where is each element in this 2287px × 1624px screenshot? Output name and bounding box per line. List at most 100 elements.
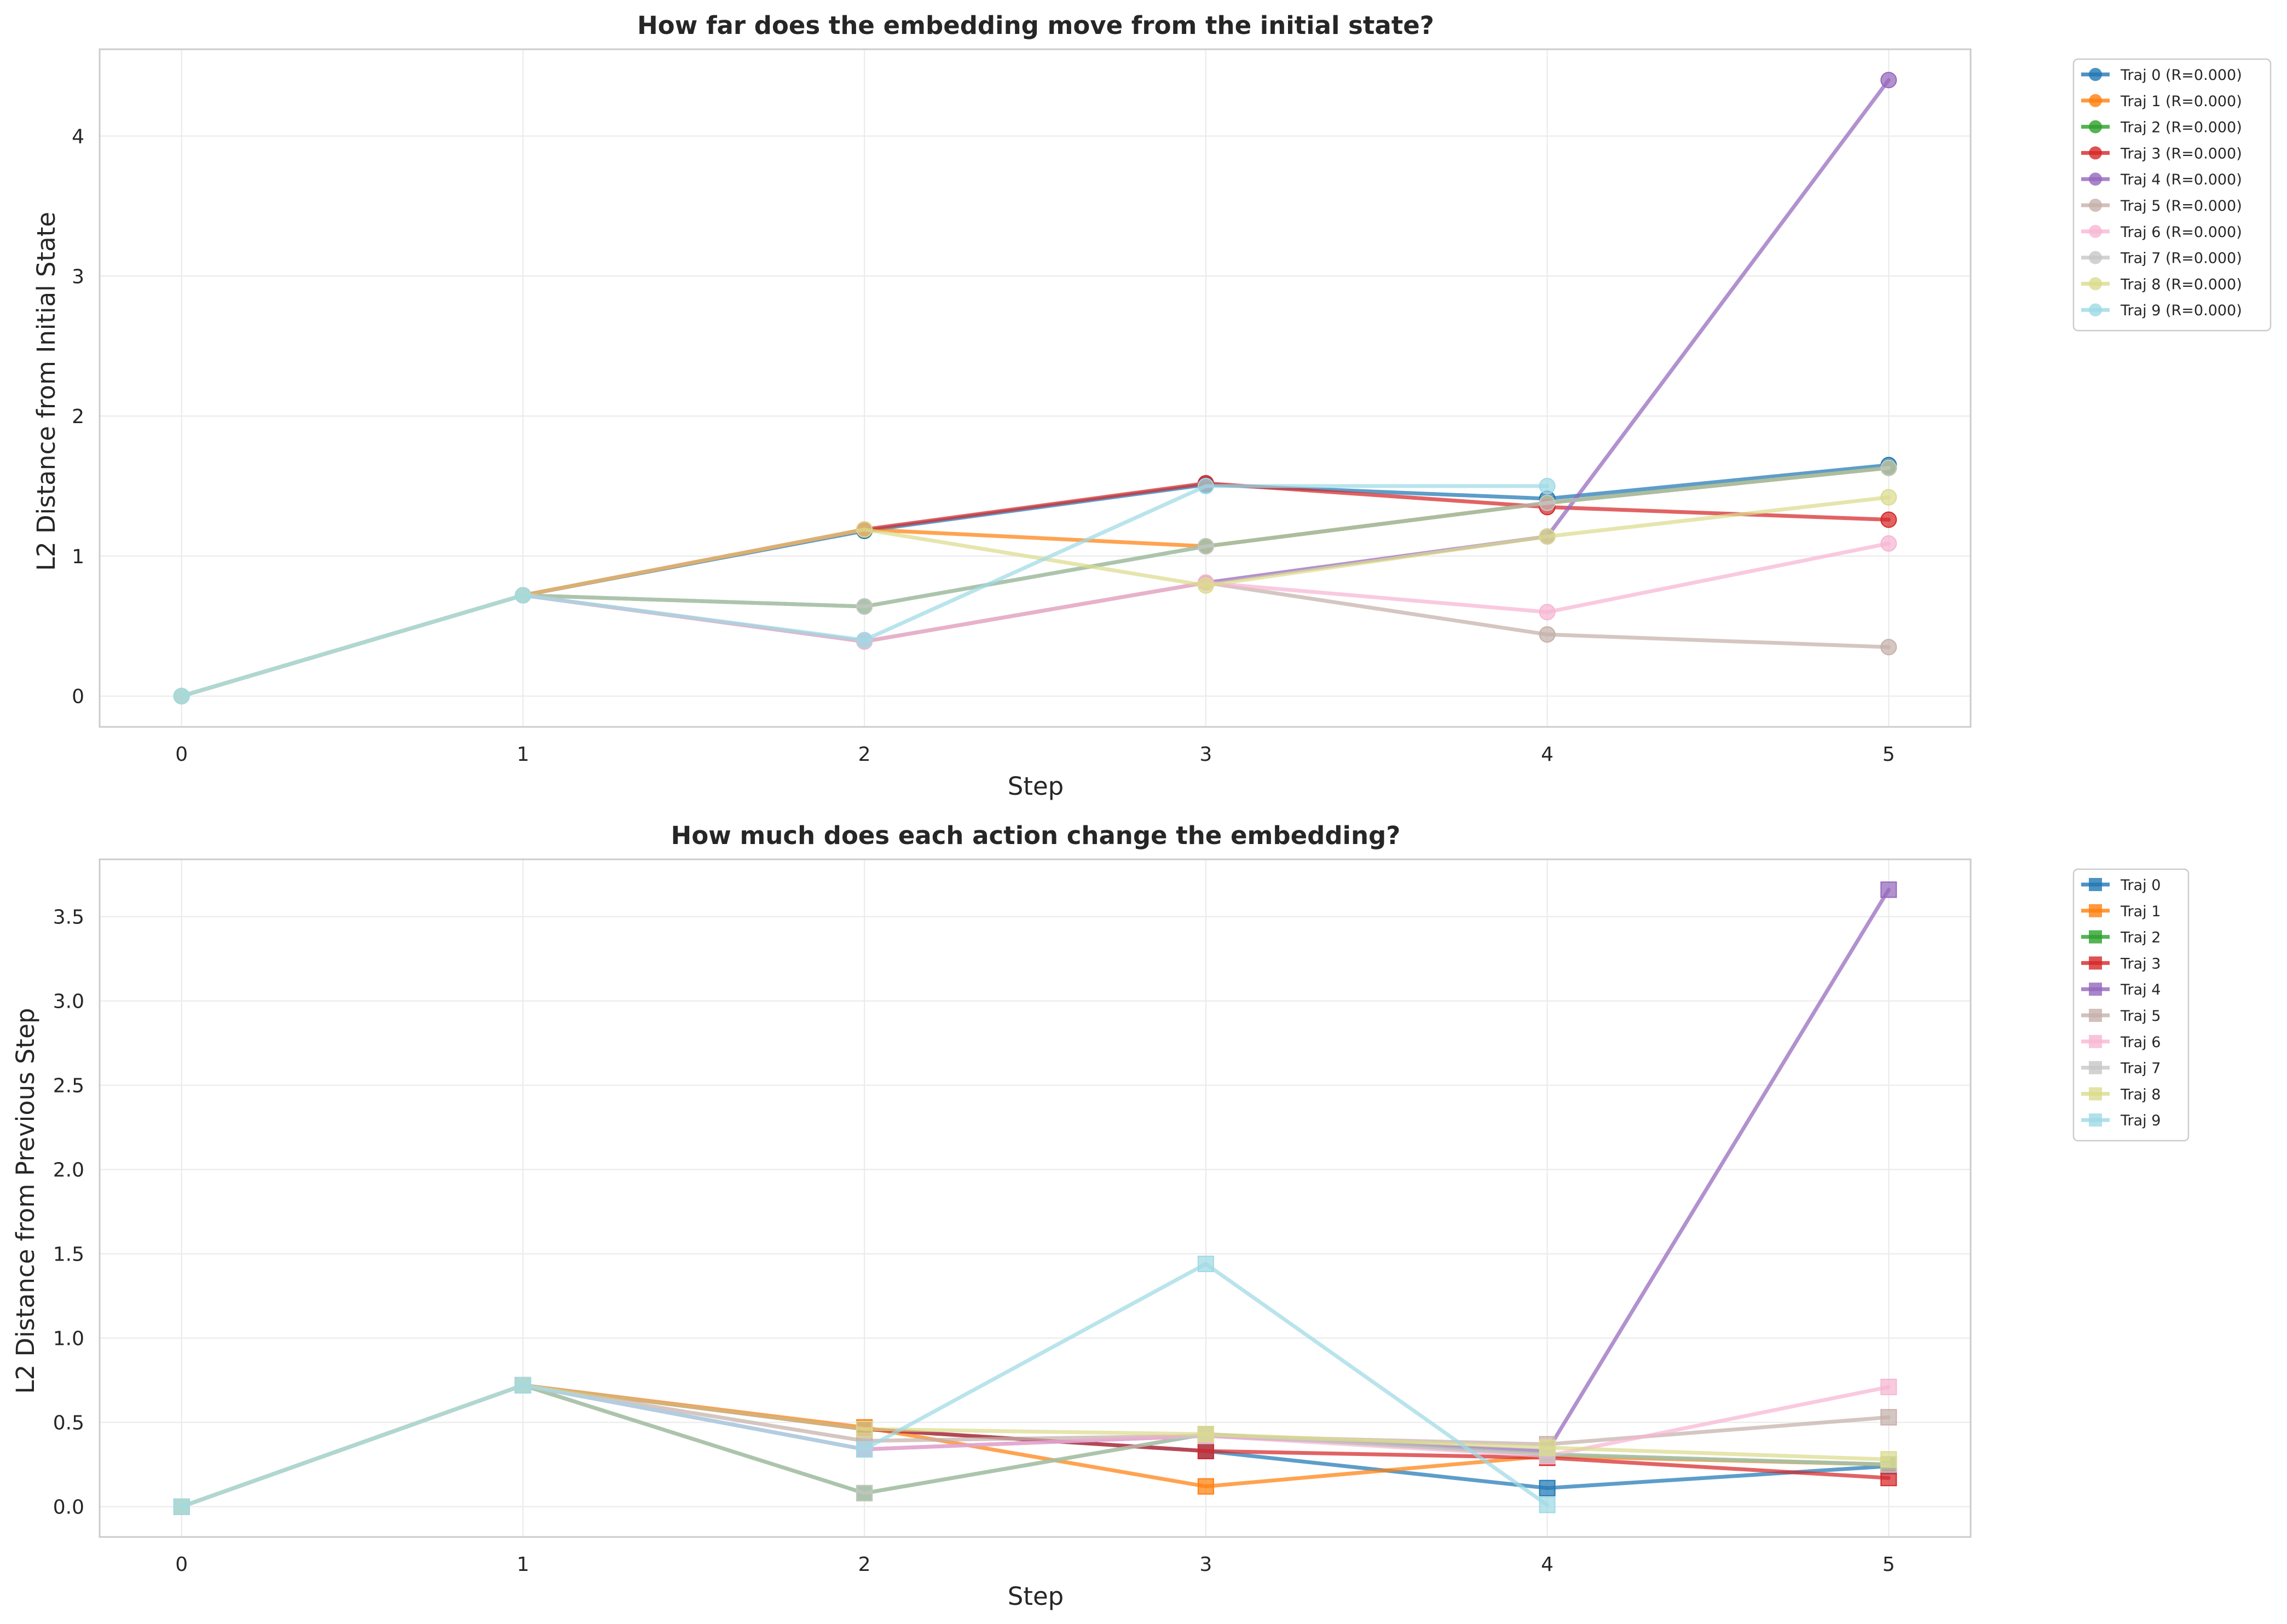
top-chart-title: How far does the embedding move from the… (637, 11, 1434, 40)
bottom-chart-data-point (1880, 1409, 1897, 1426)
top-chart-y-tick-label: 3 (72, 265, 84, 288)
top-chart-legend-marker (2089, 172, 2102, 186)
top-chart-y-tick-label: 1 (72, 546, 84, 568)
bottom-chart-y-tick-label: 0.5 (53, 1412, 84, 1435)
top-chart-x-tick-label: 1 (517, 743, 529, 766)
bottom-chart-x-tick-label: 1 (517, 1553, 529, 1576)
bottom-chart-legend-marker (2089, 1087, 2102, 1101)
top-chart-legend-marker (2089, 199, 2102, 212)
top-chart-x-label: Step (1008, 772, 1064, 801)
top-chart-legend-entry: Traj 0 (R=0.000) (2120, 67, 2242, 84)
top-chart-data-point (515, 587, 532, 604)
top-chart-x-tick-label: 5 (1882, 743, 1895, 766)
top-chart-data-point (1539, 604, 1556, 621)
bottom-chart-x-tick-label: 0 (175, 1553, 188, 1576)
bottom-chart-legend-entry: Traj 7 (2120, 1060, 2161, 1077)
top-chart-legend-entry: Traj 4 (R=0.000) (2120, 171, 2242, 188)
top-chart-x-tick-label: 4 (1541, 743, 1553, 766)
top-chart-data-point (856, 598, 873, 615)
bottom-chart-x-tick-label: 3 (1199, 1553, 1212, 1576)
top-chart-y-tick-label: 0 (72, 686, 84, 708)
bottom-chart-data-point (1539, 1479, 1556, 1496)
top-chart-data-point (1880, 72, 1897, 89)
bottom-chart-y-tick-label: 1.5 (53, 1244, 84, 1266)
bottom-chart-x-tick-label: 5 (1882, 1553, 1895, 1576)
top-chart-legend-entry: Traj 9 (R=0.000) (2120, 302, 2242, 319)
bottom-chart-legend-entry: Traj 1 (2120, 903, 2161, 920)
top-chart-legend-marker (2089, 303, 2102, 317)
bottom-chart-legend-entry: Traj 9 (2120, 1112, 2161, 1129)
top-chart-legend-entry: Traj 8 (R=0.000) (2120, 276, 2242, 293)
top-chart-legend-marker (2089, 251, 2102, 264)
bottom-chart-y-tick-label: 0.0 (53, 1496, 84, 1519)
bottom-chart-x-tick-label: 2 (858, 1553, 871, 1576)
top-chart-legend-entry: Traj 6 (R=0.000) (2120, 224, 2242, 241)
bottom-chart-title: How much does each action change the emb… (671, 821, 1401, 850)
top-chart-y-tick-label: 4 (72, 126, 84, 148)
bottom-chart-plot-frame (99, 858, 1972, 1538)
bottom-chart-data-point (1197, 1478, 1214, 1495)
bottom-chart-data-point (856, 1484, 873, 1501)
top-chart-data-point (1880, 489, 1897, 506)
top-chart-data-point (1880, 459, 1897, 476)
bottom-chart-legend-entry: Traj 4 (2120, 981, 2161, 998)
top-chart-data-point (856, 521, 873, 538)
bottom-chart-legend-marker (2089, 1113, 2102, 1127)
top-chart-legend: Traj 0 (R=0.000) Traj 1 (R=0.000) Traj 2 (… (2072, 58, 2272, 332)
bottom-chart-legend-entry: Traj 6 (2120, 1034, 2161, 1051)
top-chart-data-point (1539, 528, 1556, 545)
top-chart-data-point (856, 632, 873, 649)
top-chart-x-tick-label: 0 (175, 743, 188, 766)
bottom-chart-legend-entry: Traj 2 (2120, 929, 2161, 946)
bottom-chart-legend-marker (2089, 930, 2102, 944)
top-chart-legend-marker (2089, 277, 2102, 291)
bottom-chart-data-point (1880, 1378, 1897, 1395)
bottom-chart-data-point (1539, 1439, 1556, 1456)
bottom-chart-y-tick-label: 2.0 (53, 1159, 84, 1182)
top-chart-legend-entry: Traj 5 (R=0.000) (2120, 198, 2242, 215)
bottom-chart-legend: Traj 0 Traj 1 Traj 2 Traj 3 Traj 4 Traj 5 Traj… (2072, 868, 2190, 1142)
bottom-chart-legend-entry: Traj 8 (2120, 1086, 2161, 1103)
bottom-chart-legend-marker (2089, 1009, 2102, 1022)
top-chart-y-label: L2 Distance from Initial State (32, 212, 61, 571)
top-chart-legend-marker (2089, 94, 2102, 107)
top-chart-legend-entry: Traj 2 (R=0.000) (2120, 119, 2242, 136)
top-chart-data-point (1197, 577, 1214, 594)
top-chart-data-point (1197, 478, 1214, 495)
top-chart-legend-box (2072, 58, 2272, 332)
top-chart-y-tick-label: 2 (72, 406, 84, 428)
top-chart-legend-marker (2089, 146, 2102, 160)
top-chart-data-point (1880, 511, 1897, 528)
top-chart-data-point (1197, 538, 1214, 555)
bottom-chart-data-point (173, 1498, 190, 1515)
top-chart-data-point (1539, 478, 1556, 495)
top-chart-data-point (173, 687, 190, 704)
top-chart-legend-marker (2089, 68, 2102, 81)
bottom-chart-data-point (1539, 1496, 1556, 1513)
bottom-chart-legend-marker (2089, 1061, 2102, 1074)
bottom-chart-legend-marker (2089, 878, 2102, 891)
top-chart-legend-marker (2089, 224, 2102, 238)
top-chart-legend-marker (2089, 120, 2102, 134)
bottom-chart-legend-marker (2089, 956, 2102, 970)
top-chart-data-point (1880, 535, 1897, 552)
bottom-chart-y-tick-label: 3.0 (53, 991, 84, 1013)
bottom-chart-legend-entry: Traj 3 (2120, 955, 2161, 972)
bottom-chart-legend-marker (2089, 1034, 2102, 1048)
bottom-chart-x-tick-label: 4 (1541, 1553, 1553, 1576)
top-chart-data-point (1880, 639, 1897, 656)
bottom-chart-legend-entry: Traj 0 (2120, 877, 2161, 894)
top-chart-legend-entry: Traj 7 (R=0.000) (2120, 250, 2242, 267)
bottom-chart-data-point (1197, 1426, 1214, 1443)
top-chart-plot-background (100, 49, 1971, 727)
bottom-chart-data-point (856, 1420, 873, 1437)
bottom-chart-data-point (1880, 881, 1897, 898)
bottom-chart-legend-marker (2089, 904, 2102, 917)
top-chart-data-point (1539, 494, 1556, 511)
bottom-chart-legend-entry: Traj 5 (2120, 1008, 2161, 1025)
top-chart-x-tick-label: 2 (858, 743, 871, 766)
bottom-chart-y-tick-label: 2.5 (53, 1075, 84, 1097)
top-chart-x-tick-label: 3 (1199, 743, 1212, 766)
bottom-chart-data-point (1197, 1442, 1214, 1459)
